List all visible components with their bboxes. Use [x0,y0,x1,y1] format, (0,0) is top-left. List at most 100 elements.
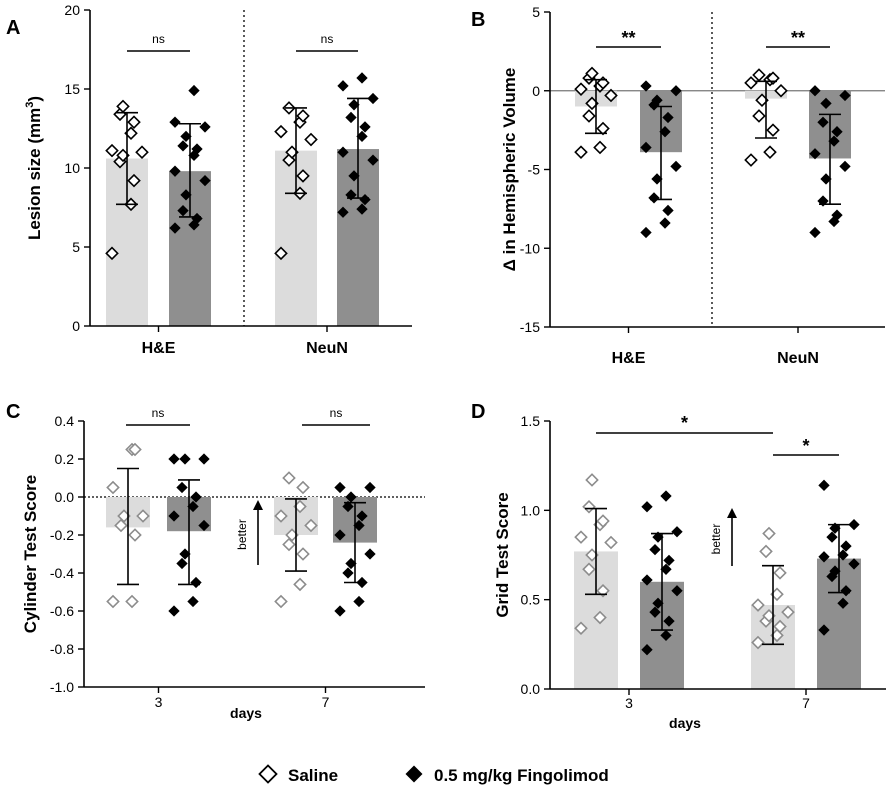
y-tick-label: -0.8 [50,641,74,657]
point-fingolimod [168,605,180,617]
y-tick-label: 5 [532,4,540,20]
y-tick-label: 1.5 [521,413,541,429]
better-label: better [709,524,723,555]
point-fingolimod [337,80,349,92]
point-fingolimod [179,453,191,465]
point-saline [136,509,150,523]
y-tick-label: 5 [72,239,80,255]
point-fingolimod [168,510,180,522]
point-saline [773,566,787,580]
point-fingolimod [168,453,180,465]
point-fingolimod [364,481,376,494]
point-fingolimod [660,563,672,575]
panel-c: C Cylinder Test Score -1.0 -0.8 -0.6 -0.4 -0.2… [6,401,425,721]
panel-letter: A [6,17,20,39]
y-tick-label: 0 [72,318,80,334]
point-saline [751,598,765,612]
point-fingolimod [659,217,671,229]
point-saline [585,66,599,81]
x-category-label: NeuN [306,340,348,357]
point-fingolimod [818,624,830,636]
point-fingolimod [359,193,371,206]
point-fingolimod [828,135,840,147]
x-axis-label: days [669,715,701,731]
point-fingolimod [660,490,672,502]
point-saline [582,499,596,514]
point-saline [296,480,310,495]
point-fingolimod [176,557,188,570]
y-tick-label: 1.0 [521,502,541,518]
point-saline [593,610,607,625]
x-category-label: 3 [155,694,163,710]
y-axis-label-text: Lesion size (mm [25,108,44,240]
y-tick-label: 20 [64,2,80,18]
point-fingolimod [190,576,202,589]
point-saline [293,577,307,592]
point-saline [752,68,766,82]
point-fingolimod [367,154,379,166]
point-fingolimod [188,84,200,97]
point-fingolimod [337,206,349,218]
point-fingolimod [820,173,832,185]
point-fingolimod [651,173,663,185]
point-saline [574,145,588,159]
point-saline [574,621,588,636]
y-tick-label: -10 [520,240,540,256]
point-saline [105,246,119,261]
y-tick-label: -0.6 [50,603,74,619]
significance-label: ** [621,28,635,48]
point-fingolimod [649,543,661,556]
point-fingolimod [848,518,860,531]
panel-letter: B [471,9,485,31]
point-fingolimod [169,165,181,177]
point-saline [114,518,128,533]
point-fingolimod [367,92,379,105]
y-tick-label: 10 [64,160,80,176]
point-fingolimod [826,531,838,543]
point-fingolimod [649,606,661,618]
y-axis-label: Grid Test Score [493,492,512,617]
point-saline [127,173,141,188]
point-fingolimod [180,189,192,201]
point-fingolimod [359,121,371,133]
point-saline [604,88,618,103]
point-fingolimod [840,540,852,552]
significance-label: ns [152,32,165,46]
point-fingolimod [831,209,843,221]
y-axis-label-end: ) [25,96,44,102]
point-fingolimod [191,143,203,155]
point-saline [762,608,776,623]
point-fingolimod [345,491,357,503]
point-saline [116,99,130,114]
point-fingolimod [364,548,376,560]
panel-b: B Δ in Hemispheric Volume -15 -10 -5 0 5 H&E Neu… [471,4,885,367]
point-saline [304,132,318,147]
significance-label: ** [791,28,805,48]
point-fingolimod [199,121,211,133]
point-saline [751,635,765,650]
point-saline [596,121,610,136]
point-fingolimod [818,551,830,563]
point-fingolimod [641,501,653,513]
point-fingolimod [670,160,682,173]
point-saline [296,169,310,183]
legend-saline-label: Saline [288,766,338,785]
x-category-label: H&E [142,340,176,357]
point-saline [763,145,777,159]
point-fingolimod [334,605,346,617]
point-fingolimod [353,519,365,532]
x-axis-label: days [230,705,262,721]
point-fingolimod [809,148,821,160]
point-fingolimod [662,204,674,217]
point-saline [282,471,296,485]
significance-label: ns [152,406,165,420]
better-label: better [235,519,249,550]
point-fingolimod [337,146,349,158]
x-category-label: 3 [625,695,633,711]
point-fingolimod [648,192,660,204]
panel-a: A Lesion size (mm3) 0 5 10 15 20 H&E NeuN ns ns [6,2,412,357]
y-tick-label: -0.2 [50,527,74,543]
panel-letter: D [471,401,485,423]
point-fingolimod [191,212,203,225]
y-axis-label: Δ in Hemispheric Volume [500,68,519,272]
